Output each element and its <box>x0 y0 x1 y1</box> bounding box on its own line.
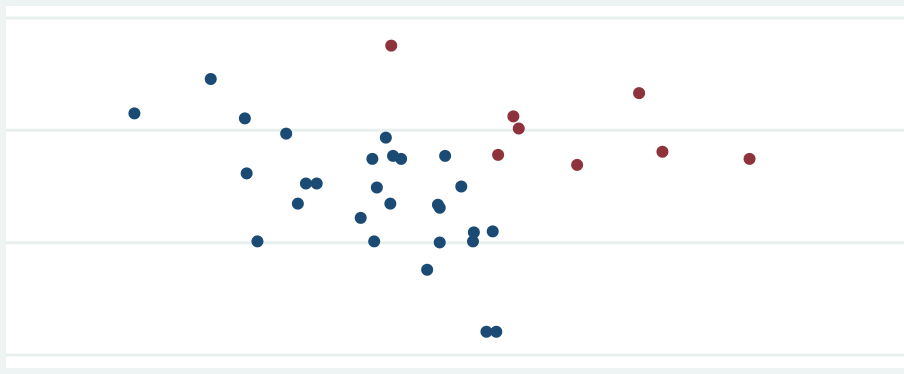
data-point-s0-6 <box>310 177 323 190</box>
data-point-s0-7 <box>291 197 304 210</box>
data-point-s1-5 <box>633 87 646 100</box>
data-point-s0-13 <box>439 149 452 162</box>
data-point-s1-3 <box>492 148 505 161</box>
data-point-s1-1 <box>507 110 520 123</box>
data-point-s0-27 <box>490 325 503 338</box>
data-point-s0-15 <box>384 197 397 210</box>
plot-area <box>6 6 904 368</box>
data-point-s0-8 <box>251 235 264 248</box>
data-point-s1-2 <box>512 122 525 135</box>
data-point-s0-20 <box>455 180 468 193</box>
grid-lines <box>6 16 904 357</box>
data-point-s1-4 <box>571 158 584 171</box>
data-point-s0-4 <box>240 167 253 180</box>
data-point-s0-22 <box>466 235 479 248</box>
data-points <box>128 39 756 338</box>
data-point-s0-14 <box>370 181 383 194</box>
data-point-s0-25 <box>421 263 434 276</box>
data-point-s0-0 <box>128 107 141 120</box>
data-point-s0-9 <box>379 131 392 144</box>
data-point-s0-16 <box>354 211 367 224</box>
data-point-s0-19 <box>433 201 446 214</box>
data-point-s1-7 <box>743 152 756 165</box>
data-point-s0-3 <box>280 127 293 140</box>
data-point-s0-1 <box>204 72 217 85</box>
data-point-s0-2 <box>238 112 251 125</box>
data-point-s0-12 <box>395 152 408 165</box>
data-point-s1-6 <box>656 145 669 158</box>
data-point-s0-23 <box>486 225 499 238</box>
data-point-s0-21 <box>467 226 480 239</box>
data-point-s0-26 <box>480 325 493 338</box>
data-point-s0-5 <box>299 177 312 190</box>
data-point-s0-10 <box>366 152 379 165</box>
data-point-s0-24 <box>433 236 446 249</box>
data-point-s1-0 <box>385 39 398 52</box>
data-point-s0-17 <box>368 235 381 248</box>
